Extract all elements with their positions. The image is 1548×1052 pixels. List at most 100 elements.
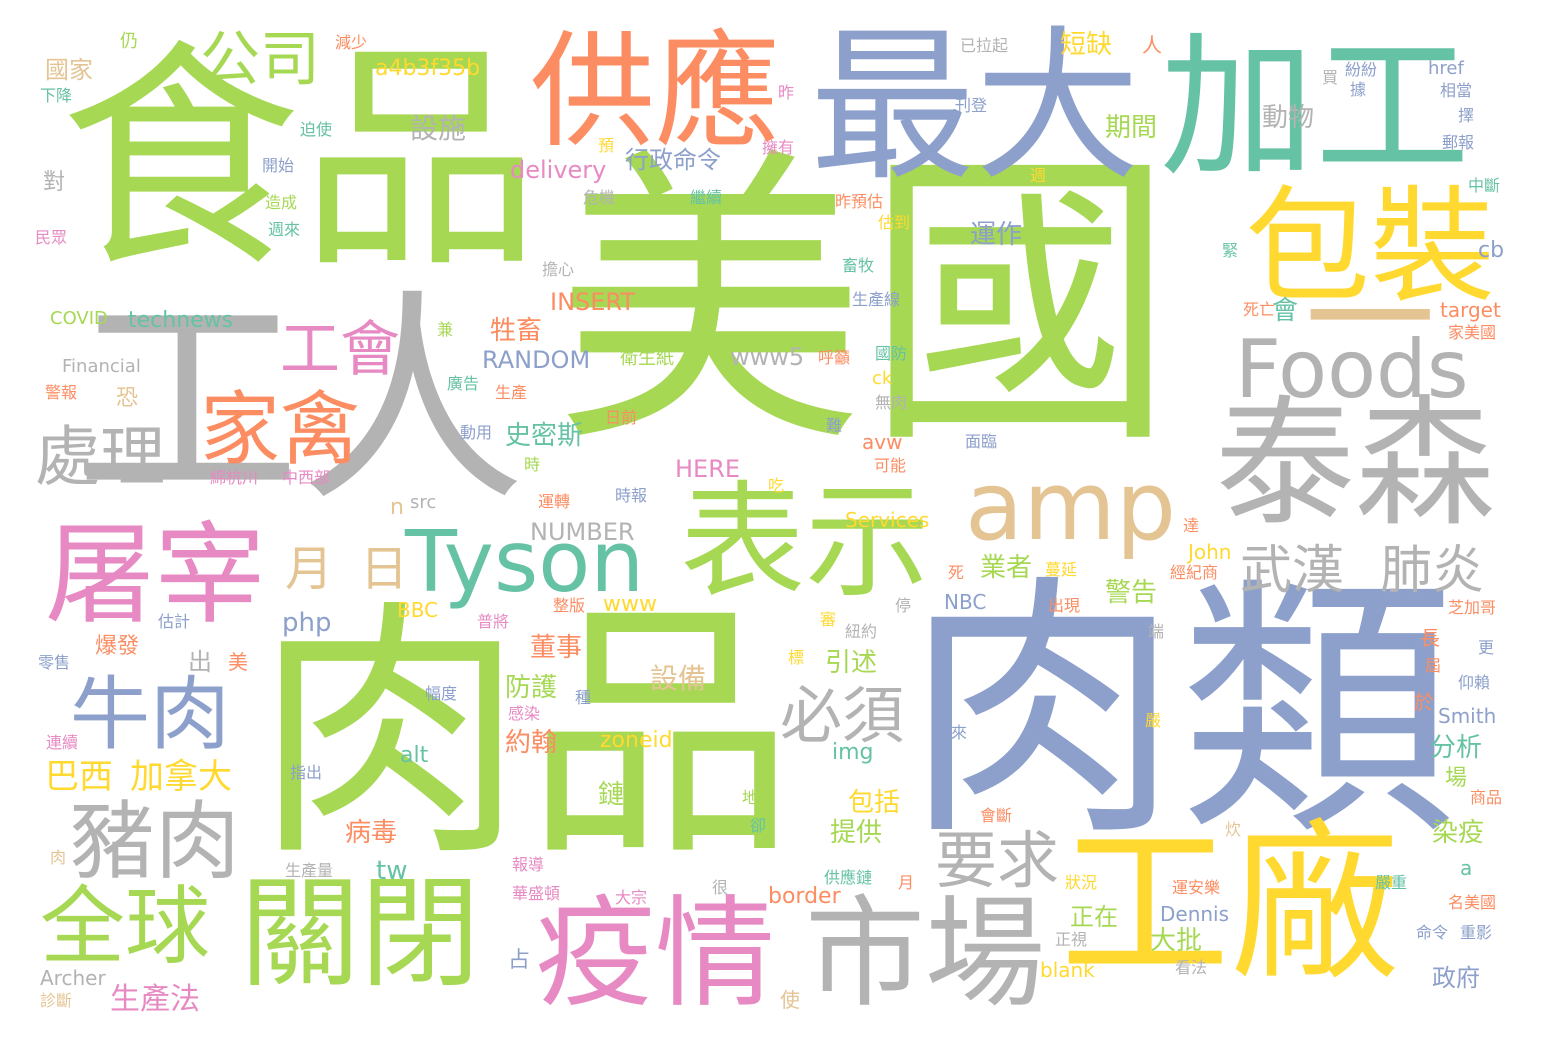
word-a: a bbox=[1460, 856, 1473, 880]
word-yu-small: 預 bbox=[598, 136, 615, 155]
word-yilaqi: 已拉起 bbox=[960, 36, 1009, 55]
word-zhongying: 重影 bbox=[1460, 923, 1493, 942]
word-zhengfu: 政府 bbox=[1432, 964, 1480, 992]
word-shibao: 時報 bbox=[615, 486, 648, 505]
word-zhijiage: 芝加哥 bbox=[1448, 598, 1497, 617]
word-dapi: 大批 bbox=[1150, 926, 1203, 956]
word-huyu: 呼籲 bbox=[818, 348, 851, 367]
word-blank: blank bbox=[1040, 958, 1095, 982]
word-dazong: 大宗 bbox=[615, 888, 648, 907]
word-quanqiu: 全球 bbox=[40, 878, 211, 977]
word-mingling: 命令 bbox=[1416, 923, 1449, 942]
word-baozhuang: 包裝 bbox=[1245, 175, 1495, 320]
word-xiajiang: 下降 bbox=[40, 86, 73, 105]
word-here: HERE bbox=[675, 455, 741, 483]
word-gongchang: 工廠 bbox=[1060, 806, 1401, 1004]
word-kaishi: 開始 bbox=[262, 156, 295, 175]
word-zoneid: zoneid bbox=[600, 728, 673, 753]
word-ranyi: 染疫 bbox=[1432, 818, 1485, 848]
word-lian: 鏈 bbox=[598, 780, 625, 810]
word-guanggao: 廣告 bbox=[447, 374, 480, 393]
word-ting: 停 bbox=[895, 596, 912, 615]
word-mianlin: 面臨 bbox=[965, 432, 998, 451]
word-shebei: 設備 bbox=[650, 662, 707, 695]
word-zhongduan: 中斷 bbox=[1468, 176, 1501, 195]
word-gongying: 供應 bbox=[530, 20, 780, 165]
word-siwang: 死亡 bbox=[1243, 300, 1276, 319]
word-baofa: 爆發 bbox=[95, 634, 140, 659]
word-tw: tw bbox=[376, 856, 408, 886]
word-number: NUMBER bbox=[530, 518, 635, 546]
word-guanbi: 關閉 bbox=[240, 865, 480, 1004]
word-xumu: 畜牧 bbox=[842, 256, 875, 275]
word-chui: 炊 bbox=[1225, 820, 1242, 839]
word-gudao: 估到 bbox=[878, 213, 911, 232]
word-youbao: 郵報 bbox=[1442, 133, 1475, 152]
word-fudu: 幅度 bbox=[425, 684, 458, 703]
word-john: John bbox=[1188, 540, 1232, 564]
word-niuyue: 紐約 bbox=[845, 622, 878, 641]
word-meiguo: 美國 bbox=[555, 124, 1175, 485]
word-pohsi: 迫使 bbox=[300, 120, 333, 139]
word-yue: 月 bbox=[285, 541, 334, 597]
word-mianhangchuan: 綿杭川 bbox=[210, 468, 259, 487]
word-yinshu: 引述 bbox=[825, 648, 878, 678]
word-xingzhengmingling: 行政命令 bbox=[625, 146, 721, 174]
word-financial: Financial bbox=[62, 356, 141, 377]
word-yanglai: 仰賴 bbox=[1458, 673, 1491, 692]
word-biaoshi: 表示 bbox=[680, 470, 930, 615]
word-zhurou: 豬肉 bbox=[70, 793, 241, 892]
word-gongren: 工人 bbox=[75, 271, 525, 533]
word-fenxi: 分析 bbox=[1430, 733, 1483, 763]
word-ju: 據 bbox=[1350, 80, 1367, 99]
word-jianshao: 減少 bbox=[335, 33, 368, 52]
word-dennis: Dennis bbox=[1160, 902, 1230, 926]
word-ck: ck bbox=[872, 368, 893, 389]
word-ganran: 感染 bbox=[508, 704, 541, 723]
word-mei: 美 bbox=[228, 650, 248, 674]
word-shangpin: 商品 bbox=[1470, 788, 1503, 807]
word-ren: 人 bbox=[1142, 33, 1162, 57]
word-archer: Archer bbox=[40, 966, 106, 990]
word-yuehan: 約翰 bbox=[505, 728, 558, 758]
word-dongwu: 動物 bbox=[1262, 103, 1315, 133]
word-keneng: 可能 bbox=[874, 456, 907, 475]
word-jinggao: 警告 bbox=[1105, 578, 1158, 608]
word-wurou: 無肉 bbox=[875, 393, 908, 412]
word-shi: 使 bbox=[780, 988, 800, 1012]
word-zhong: 種 bbox=[575, 688, 592, 707]
word-cb: cb bbox=[1478, 238, 1505, 263]
word-ri: 日 bbox=[360, 541, 409, 597]
word-chuxian: 出現 bbox=[1048, 596, 1081, 615]
word-ze: 擇 bbox=[1458, 106, 1475, 125]
word-chi: 吃 bbox=[768, 476, 785, 495]
word-yunzuo: 運作 bbox=[970, 220, 1023, 250]
word-yunzhuan: 運轉 bbox=[538, 492, 571, 511]
word-zhan: 占 bbox=[508, 948, 531, 973]
word-zhenduan: 診斷 bbox=[40, 991, 73, 1010]
word-zuoyugu: 昨預估 bbox=[835, 192, 884, 211]
word-shengchu: 牲畜 bbox=[490, 316, 543, 346]
word-yaoqiu: 要求 bbox=[935, 824, 1060, 897]
word-jingjishang: 經紀商 bbox=[1170, 563, 1219, 582]
word-gonghui: 工會 bbox=[280, 315, 400, 385]
word-n: n bbox=[390, 495, 404, 520]
word-huiduan: 會斷 bbox=[980, 806, 1013, 825]
word-gongyinglian: 供應鏈 bbox=[824, 868, 873, 887]
word-si: 死 bbox=[948, 563, 965, 582]
word-covid: COVID bbox=[50, 308, 108, 329]
word-shipin: 食品 bbox=[60, 20, 541, 300]
word-dongshi: 董事 bbox=[530, 633, 583, 663]
word-danxin: 擔心 bbox=[542, 260, 575, 279]
word-riqian: 日前 bbox=[605, 408, 638, 427]
word-zhengban: 整版 bbox=[553, 596, 586, 615]
word-zhengzai: 正在 bbox=[1070, 903, 1118, 931]
word-da: 達 bbox=[1183, 516, 1200, 535]
word-href: href bbox=[1428, 58, 1464, 79]
word-jie: 屆 bbox=[1425, 656, 1442, 675]
word-yanzhong: 嚴重 bbox=[1375, 873, 1408, 892]
word-guji: 估計 bbox=[158, 612, 191, 631]
word-bingdu: 病毒 bbox=[345, 818, 398, 848]
word-lianxu: 連續 bbox=[46, 733, 79, 752]
